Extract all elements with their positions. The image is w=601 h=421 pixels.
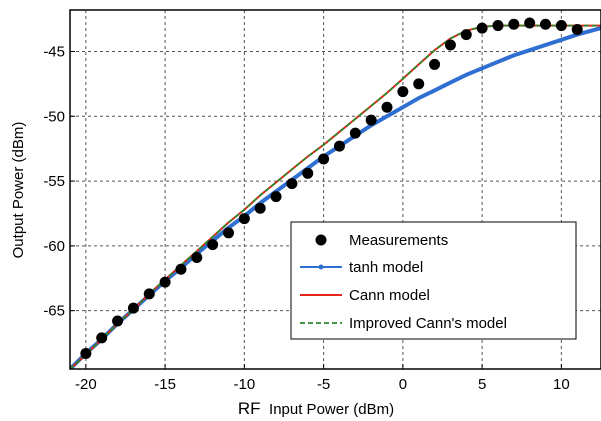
measurement-point: [492, 20, 504, 32]
measurement-point: [365, 114, 377, 126]
measurement-point: [143, 288, 155, 300]
y-axis-label: Output Power (dBm): [10, 122, 27, 259]
x-tick-label: -15: [154, 376, 176, 393]
improved-cann-model-line: [70, 24, 601, 369]
y-tick-label: -55: [43, 173, 65, 190]
legend-label: Measurements: [349, 232, 448, 249]
y-tick-label: -65: [43, 303, 65, 320]
x-tick-label: 10: [553, 376, 570, 393]
legend-label: Cann model: [349, 287, 430, 304]
measurement-point: [112, 315, 124, 327]
measurement-point: [460, 29, 472, 41]
measurement-point: [397, 86, 409, 98]
x-tick-label: -20: [75, 376, 97, 393]
legend-label: Improved Cann's model: [349, 315, 507, 332]
measurement-point: [381, 101, 393, 113]
y-tick-label: -50: [43, 108, 65, 125]
measurement-point: [333, 140, 345, 152]
x-tick-label: -5: [317, 376, 330, 393]
legend-marker-tanh: [318, 264, 324, 270]
measurement-point: [127, 302, 139, 314]
measurement-point: [286, 178, 298, 190]
plot-frame: [69, 9, 601, 370]
measurement-point: [254, 202, 266, 214]
measurement-point: [270, 191, 282, 203]
measurement-point: [175, 263, 187, 275]
measurement-point: [508, 18, 520, 30]
measurement-point: [238, 213, 250, 225]
x-tick-label: -10: [234, 376, 256, 393]
measurement-point: [524, 17, 536, 29]
x-axis-label-main: Input Power (dBm): [269, 401, 394, 418]
measurement-point: [318, 153, 330, 165]
x-tick-label: 0: [399, 376, 407, 393]
y-tick-label: -60: [43, 238, 65, 255]
y-tick-labels: -45 -50 -55 -60 -65: [43, 43, 65, 319]
y-tick-label: -45: [43, 43, 65, 60]
measurement-point: [349, 127, 361, 139]
x-tick-label: 5: [478, 376, 486, 393]
measurement-point: [571, 23, 583, 35]
measurement-point: [96, 332, 108, 344]
x-tick-labels: -20 -15 -10 -5 0 5 10: [75, 376, 570, 393]
measurement-point: [80, 347, 92, 359]
measurement-point: [444, 39, 456, 51]
measurement-point: [159, 276, 171, 288]
x-axis-label: RF Input Power (dBm): [238, 399, 394, 418]
legend-label: tanh model: [349, 259, 423, 276]
series-layer: [70, 17, 601, 369]
measurement-point: [413, 78, 425, 90]
measurement-point: [429, 58, 441, 70]
measurement-point: [555, 20, 567, 32]
legend-box: [290, 221, 577, 340]
measurement-point: [540, 18, 552, 30]
measurement-point: [191, 252, 203, 264]
x-axis-label-prefix: RF: [238, 399, 261, 418]
measurement-point: [302, 167, 314, 179]
measurement-point: [476, 22, 488, 34]
legend: Measurements tanh model Cann model Improved…: [290, 221, 577, 340]
measurement-point: [223, 227, 235, 239]
legend-marker-measurements: [315, 234, 327, 246]
measurement-point: [207, 239, 219, 251]
